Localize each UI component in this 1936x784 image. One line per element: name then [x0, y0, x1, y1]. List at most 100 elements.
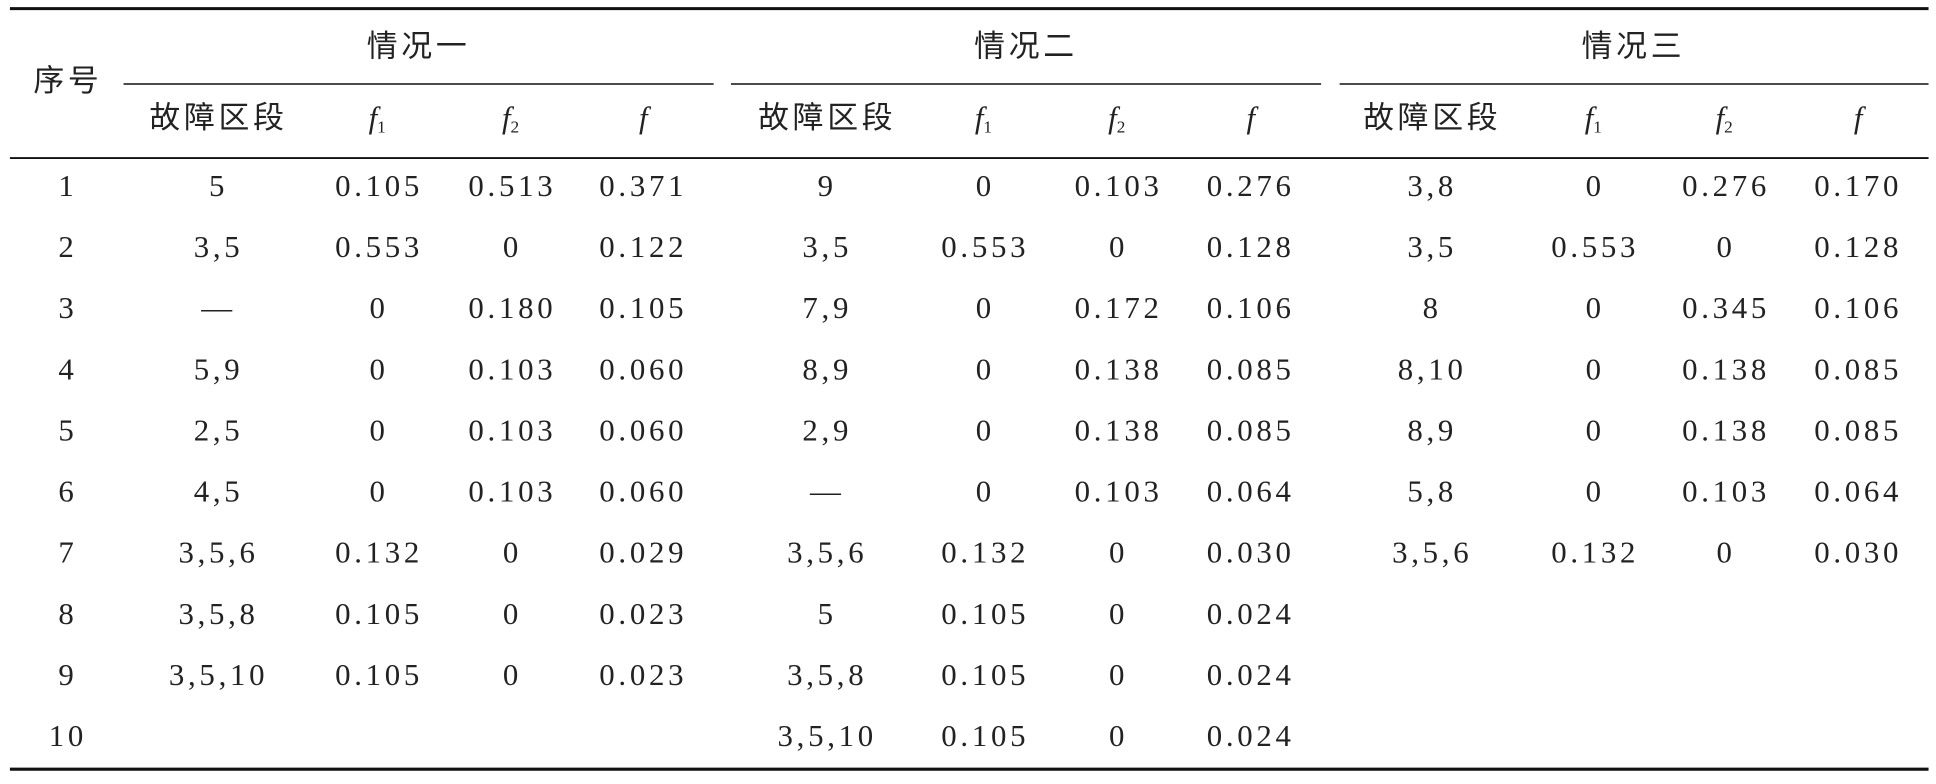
symbol: f: [639, 101, 652, 135]
cell: 0.024: [1207, 719, 1295, 753]
column-header: f1: [975, 101, 996, 136]
cell: 0.513: [468, 169, 556, 203]
cell: 0: [1109, 658, 1128, 692]
cell: 0.128: [1814, 230, 1902, 264]
cell: 3,5,8: [178, 597, 258, 631]
cell: 0: [503, 536, 522, 570]
cell: 0.106: [1814, 291, 1902, 325]
group-header: 情况二: [974, 29, 1078, 63]
column-header: f1: [369, 101, 390, 136]
cell: 0.276: [1207, 169, 1295, 203]
cell: 0.064: [1207, 475, 1295, 509]
cell: 0: [370, 291, 389, 325]
cell: 0.170: [1814, 169, 1902, 203]
cell: 0.085: [1207, 413, 1295, 447]
row-number: 3: [58, 291, 77, 325]
cell: 0.103: [1075, 475, 1163, 509]
cell: 0: [976, 352, 995, 386]
row-number: 2: [58, 230, 77, 264]
cell: 0.106: [1207, 291, 1295, 325]
cell: 0.371: [599, 169, 687, 203]
cell: 0.103: [1682, 475, 1770, 509]
cell: 0.103: [468, 475, 556, 509]
cell: 0: [1586, 413, 1605, 447]
cell: 0.103: [468, 413, 556, 447]
row-number: 5: [58, 413, 77, 447]
cell: 0.105: [335, 658, 423, 692]
row-number: 4: [58, 352, 77, 386]
corner-header: 序号: [33, 64, 102, 98]
cell: 0: [503, 658, 522, 692]
cell: 0: [976, 475, 995, 509]
cell: 0.345: [1682, 291, 1770, 325]
cell: 5,9: [194, 352, 244, 386]
cell: 0.138: [1682, 413, 1770, 447]
cell: 0.105: [941, 658, 1029, 692]
cell: 8: [1423, 291, 1442, 325]
column-header: 故障区段: [1363, 101, 1501, 135]
cell: 0.122: [599, 230, 687, 264]
cell: 0: [1717, 536, 1736, 570]
cell: 0.064: [1814, 475, 1902, 509]
column-header: f: [1854, 101, 1867, 135]
cell: 0: [1109, 719, 1128, 753]
cell: 0.060: [599, 475, 687, 509]
symbol: f: [1246, 101, 1259, 135]
row-number: 8: [58, 597, 77, 631]
cell: 0: [976, 413, 995, 447]
cell: 0: [1586, 291, 1605, 325]
cell: 0.060: [599, 352, 687, 386]
cell: 0.138: [1682, 352, 1770, 386]
subscript: 2: [1724, 117, 1736, 136]
group-header: 情况一: [367, 29, 471, 63]
cell: 0: [1586, 352, 1605, 386]
cell: 0.023: [599, 597, 687, 631]
cell: 0: [1109, 536, 1128, 570]
cell: 0: [503, 597, 522, 631]
column-header: f2: [1108, 101, 1129, 136]
cell: 0.172: [1075, 291, 1163, 325]
cell: 0.060: [599, 413, 687, 447]
cell: 3,8: [1407, 169, 1457, 203]
column-header: 故障区段: [758, 101, 896, 135]
cell: 5: [209, 169, 228, 203]
cell: 0.030: [1814, 536, 1902, 570]
subscript: 1: [1593, 117, 1605, 136]
cell: —: [200, 291, 236, 325]
cell: 0.105: [599, 291, 687, 325]
cell: 3,5,6: [178, 536, 258, 570]
cell: 3,5,8: [787, 658, 867, 692]
cell: 0.030: [1207, 536, 1295, 570]
cell: 0.105: [335, 597, 423, 631]
subscript: 1: [983, 117, 995, 136]
cell: 0.085: [1814, 352, 1902, 386]
cell: 0.024: [1207, 597, 1295, 631]
cell: 4,5: [194, 475, 244, 509]
row-number: 7: [58, 536, 77, 570]
cell: 0.105: [941, 719, 1029, 753]
cell: 0.029: [599, 536, 687, 570]
cell: 0: [1717, 230, 1736, 264]
cell: —: [809, 475, 845, 509]
cell: 0: [370, 413, 389, 447]
cell: 0: [1586, 475, 1605, 509]
cell: 0: [976, 169, 995, 203]
cell: 0.103: [1075, 169, 1163, 203]
cell: 0: [976, 291, 995, 325]
cell: 0.553: [941, 230, 1029, 264]
subscript: 2: [511, 117, 523, 136]
row-number: 1: [58, 169, 77, 203]
cell: 3,5,10: [778, 719, 877, 753]
cell: 0.023: [599, 658, 687, 692]
cell: 0.138: [1075, 413, 1163, 447]
row-number: 10: [49, 719, 87, 753]
subscript: 1: [377, 117, 389, 136]
column-header: f1: [1585, 101, 1606, 136]
cell: 3,5,6: [1392, 536, 1472, 570]
cell: 7,9: [802, 291, 852, 325]
cell: 0: [1109, 597, 1128, 631]
cell: 0.276: [1682, 169, 1770, 203]
cell: 0: [370, 352, 389, 386]
